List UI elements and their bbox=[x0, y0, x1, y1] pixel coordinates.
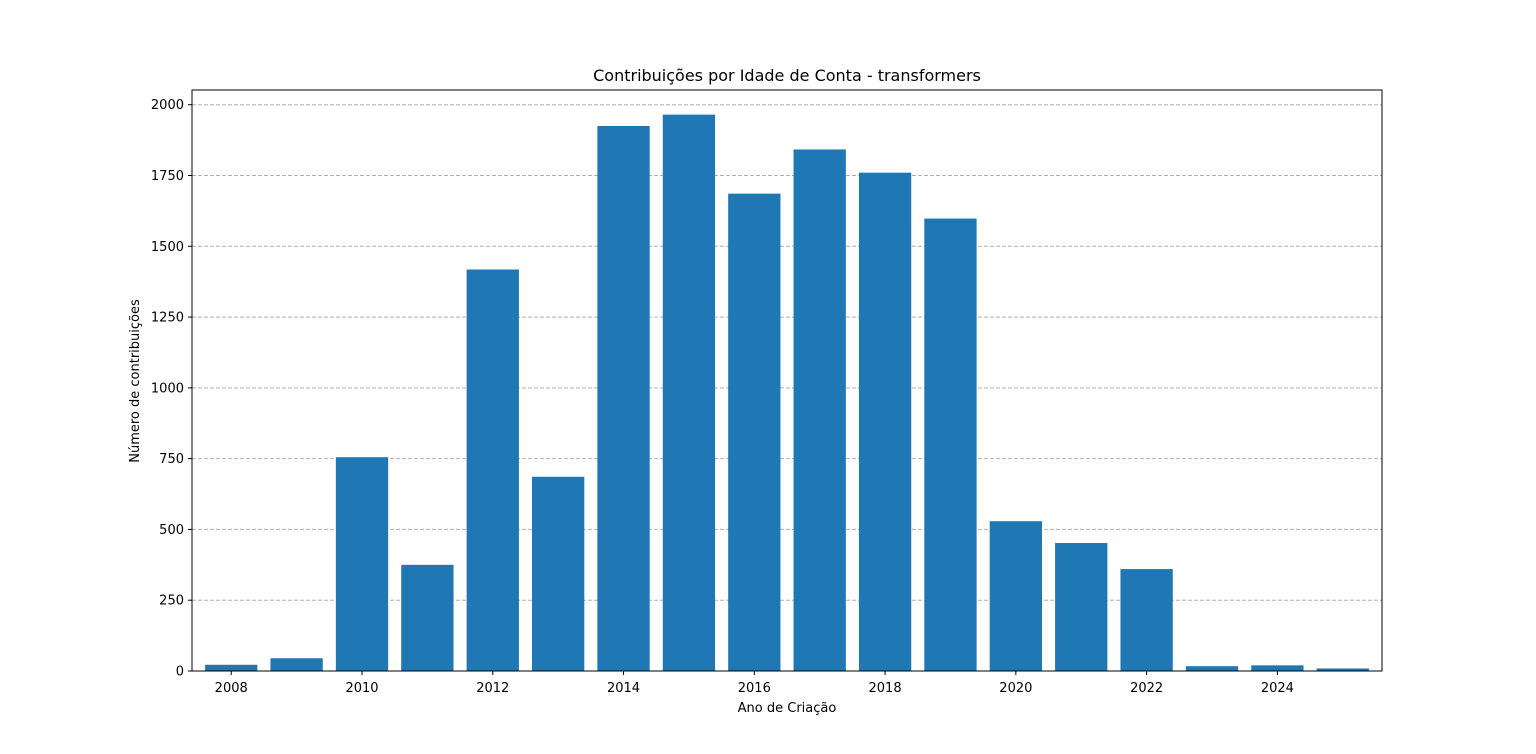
x-tick-label: 2008 bbox=[215, 681, 248, 696]
bar-2016 bbox=[728, 193, 781, 671]
y-tick-label: 500 bbox=[159, 523, 184, 538]
bar-2012 bbox=[466, 269, 519, 671]
y-tick-label: 250 bbox=[159, 594, 184, 609]
y-tick-label: 2000 bbox=[151, 98, 184, 113]
bar-2023 bbox=[1185, 666, 1239, 671]
x-tick-label: 2012 bbox=[476, 681, 509, 696]
bars bbox=[205, 114, 1369, 672]
y-tick-label: 750 bbox=[159, 452, 184, 467]
x-tick-label: 2024 bbox=[1261, 681, 1294, 696]
gridlines bbox=[192, 104, 1382, 672]
x-tick-label: 2018 bbox=[869, 681, 902, 696]
bar-2015 bbox=[662, 114, 716, 671]
bar-2024 bbox=[1251, 665, 1304, 671]
y-tick-label: 1000 bbox=[151, 381, 184, 396]
bar-2019 bbox=[924, 218, 977, 671]
x-axis-label: Ano de Criação bbox=[738, 701, 837, 716]
bar-2017 bbox=[793, 149, 846, 672]
plot-frame bbox=[191, 89, 1383, 672]
bar-2014 bbox=[597, 125, 650, 672]
y-tick-label: 1750 bbox=[151, 169, 184, 184]
bar-2021 bbox=[1055, 543, 1108, 671]
x-tick-label: 2020 bbox=[999, 681, 1032, 696]
y-axis: 0 250 500 750 1000 1250 1500 1750 2000 bbox=[151, 98, 192, 680]
y-tick-label: 0 bbox=[176, 665, 184, 680]
x-axis: 2008 2010 2012 2014 2016 2018 2020 2022 2024 bbox=[215, 671, 1294, 696]
x-tick-label: 2010 bbox=[345, 681, 378, 696]
y-tick-label: 1500 bbox=[151, 240, 184, 255]
bar-2008 bbox=[205, 664, 258, 671]
x-tick-label: 2016 bbox=[738, 681, 771, 696]
y-tick-label: 1250 bbox=[151, 311, 184, 326]
bar-2022 bbox=[1120, 569, 1173, 671]
x-tick-label: 2014 bbox=[607, 681, 640, 696]
bar-2020 bbox=[989, 521, 1042, 671]
chart-title: Contribuições por Idade de Conta - trans… bbox=[593, 66, 981, 85]
bar-2010 bbox=[335, 457, 389, 671]
y-axis-label: Número de contribuições bbox=[128, 299, 143, 463]
x-tick-label: 2022 bbox=[1130, 681, 1163, 696]
bar-2009 bbox=[270, 658, 323, 671]
bar-2011 bbox=[401, 564, 454, 671]
bar-2025 bbox=[1316, 668, 1369, 671]
bar-2013 bbox=[532, 476, 585, 671]
bar-2018 bbox=[858, 172, 912, 672]
